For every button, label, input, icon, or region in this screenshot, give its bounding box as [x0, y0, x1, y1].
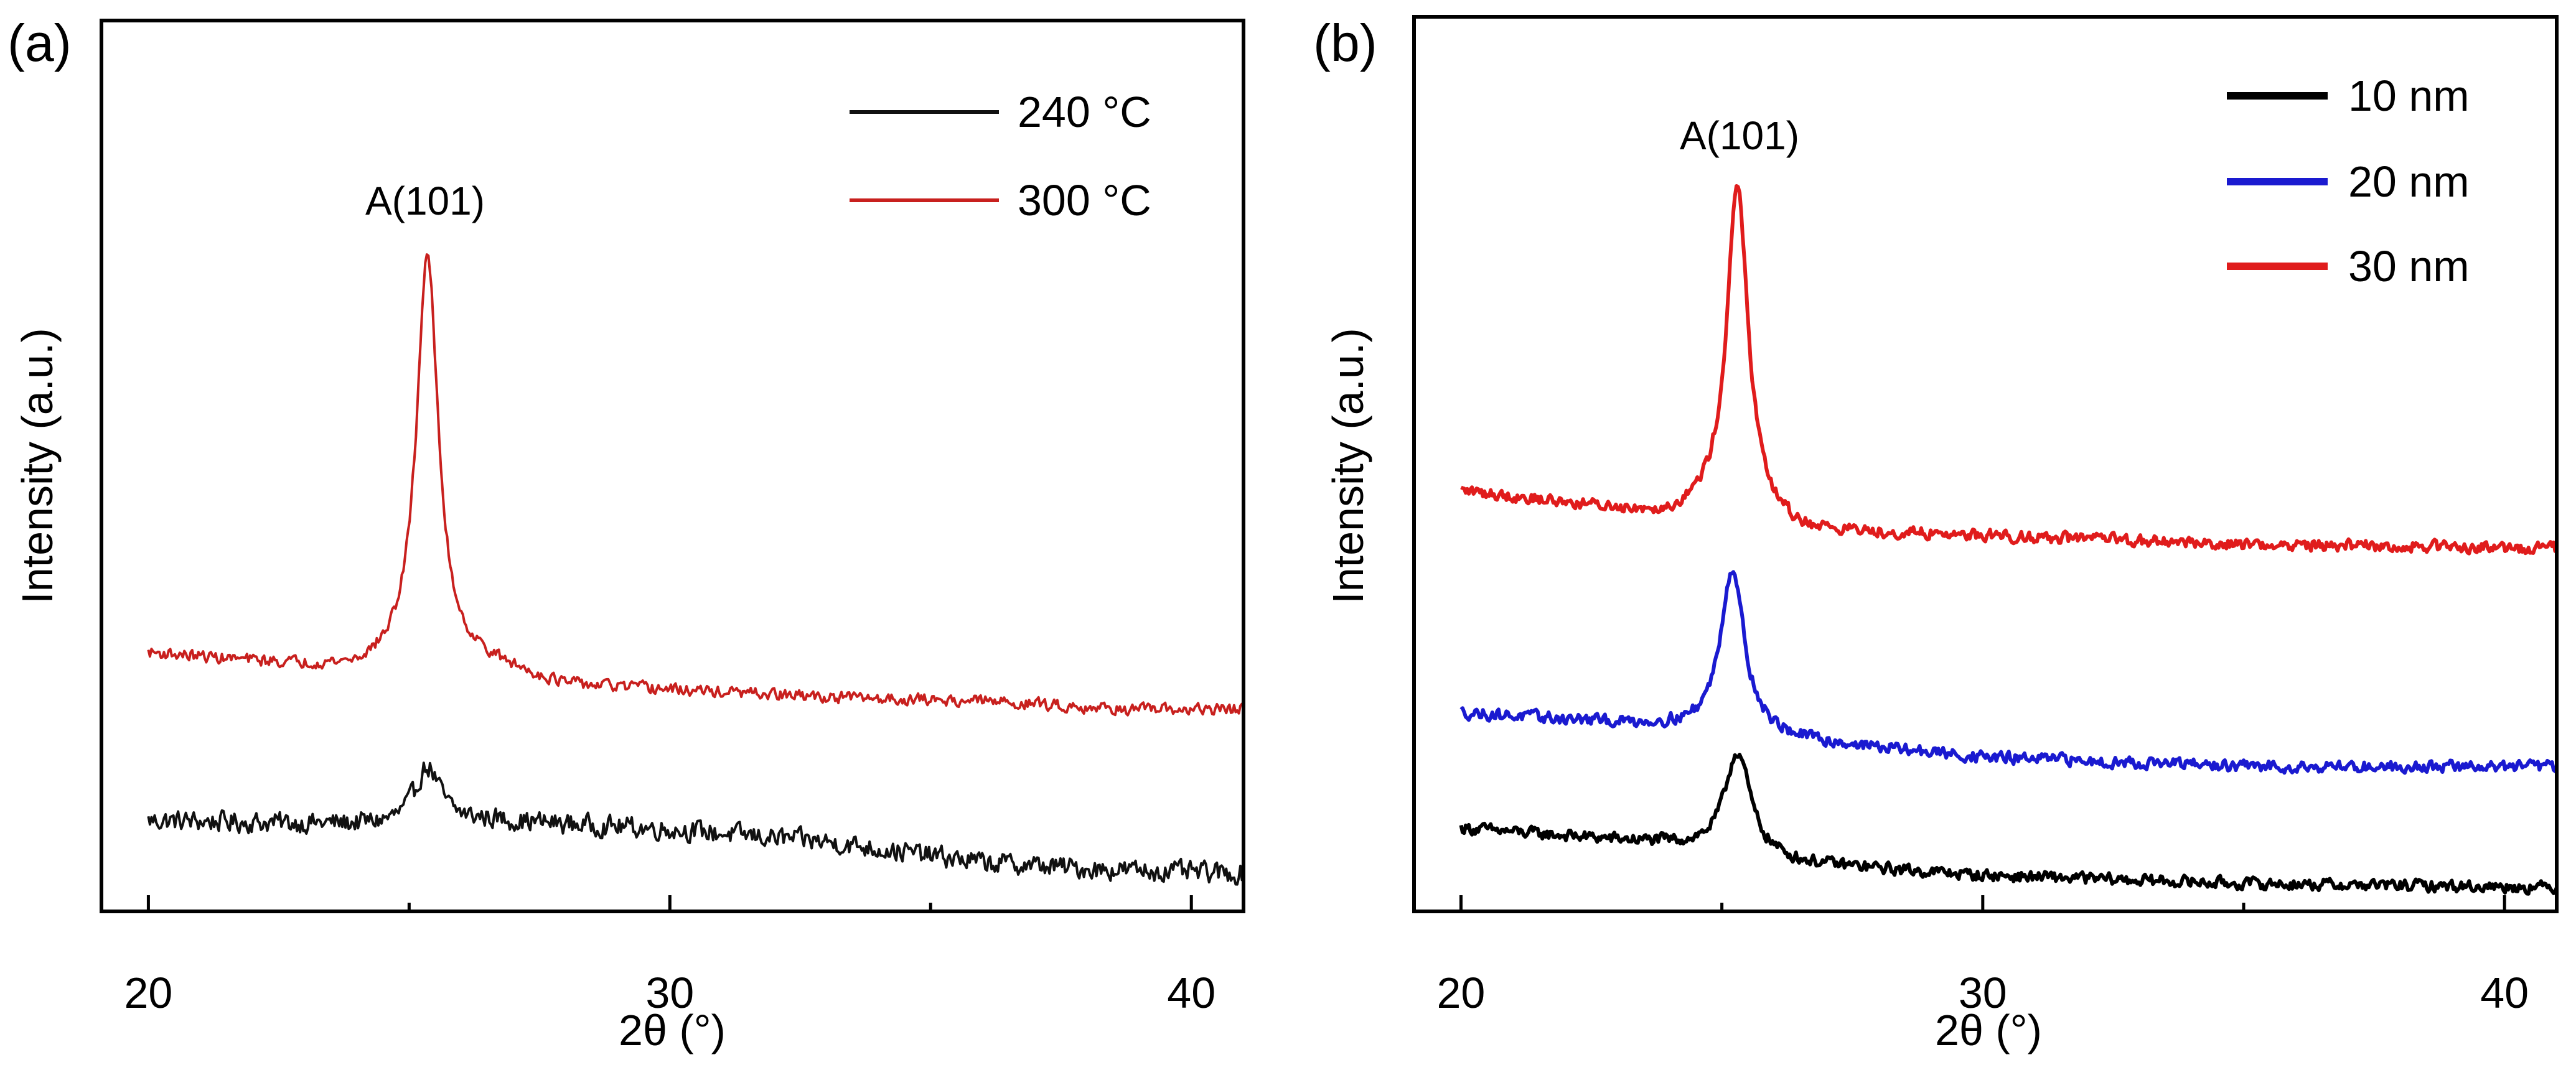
panel-a-x-tick-label: 20	[124, 969, 172, 1017]
legend-label-20nm: 20 nm	[2348, 157, 2470, 206]
legend-label-240c: 240 °C	[1018, 88, 1151, 136]
panel-a-y-axis-label: Intensity (a.u.)	[13, 328, 62, 604]
legend-label-30nm: 30 nm	[2348, 242, 2470, 291]
panel-a-series-240-c	[147, 761, 1245, 886]
legend-label-10nm: 10 nm	[2348, 72, 2470, 120]
panel-b-x-tick-label: 40	[2480, 969, 2529, 1017]
panel-a-plot-area	[147, 253, 1245, 886]
panel-b-label: (b)	[1313, 14, 1377, 72]
panel-b-y-axis-label: Intensity (a.u.)	[1324, 328, 1372, 604]
panel-b: (b) 20 30 40 2θ (°) Intensity (a.u.) A(101…	[1313, 14, 2559, 1054]
panel-a-legend: 240 °C 300 °C	[850, 88, 1151, 225]
panel-b-peak-annotation: A(101)	[1680, 113, 1799, 158]
panel-b-frame	[1412, 15, 2559, 913]
legend-label-300c: 300 °C	[1018, 176, 1151, 225]
panel-a: (a) 20 30 40 2θ (°) Intensity (a.u.) A(101…	[7, 14, 1245, 1054]
panel-b-x-tick-label: 30	[1959, 969, 2007, 1017]
panel-a-label: (a)	[7, 14, 72, 72]
panel-a-frame	[100, 19, 1245, 913]
panel-b-legend: 10 nm 20 nm 30 nm	[2227, 72, 2470, 291]
panel-b-series-20-nm	[1459, 570, 2559, 775]
panel-a-x-tick-label: 30	[645, 969, 694, 1017]
panel-a-x-ticks: 20 30 40	[124, 895, 1215, 1017]
panel-a-peak-annotation: A(101)	[365, 179, 485, 223]
panel-b-plot-area	[1459, 184, 2559, 896]
panel-b-x-ticks: 20 30 40	[1437, 895, 2529, 1017]
panel-b-x-tick-label: 20	[1437, 969, 1486, 1017]
panel-b-series-30-nm	[1460, 184, 2559, 556]
panel-a-x-tick-label: 40	[1167, 969, 1215, 1017]
panel-b-x-axis-label: 2θ (°)	[1935, 1006, 2042, 1054]
panel-a-x-axis-label: 2θ (°)	[619, 1006, 726, 1054]
panel-b-series-10-nm	[1459, 753, 2559, 896]
panel-a-series-300-c	[147, 253, 1245, 717]
